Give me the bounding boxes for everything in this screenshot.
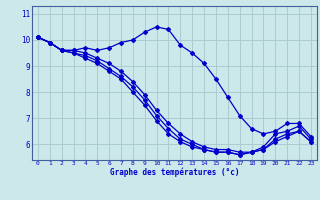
X-axis label: Graphe des températures (°c): Graphe des températures (°c) [110,168,239,177]
